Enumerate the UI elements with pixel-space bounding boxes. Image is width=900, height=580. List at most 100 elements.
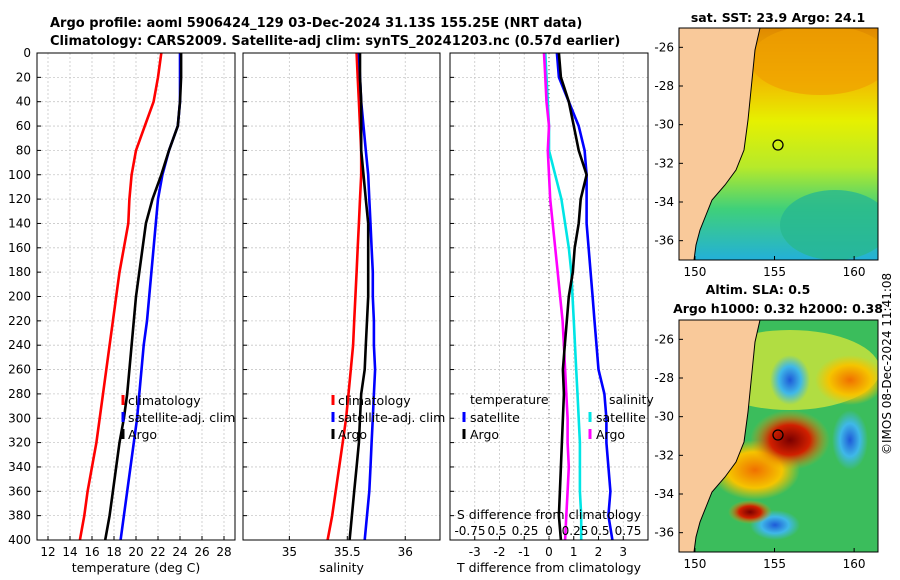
x2-tick-label: 0.75 — [615, 524, 642, 538]
map-y-tick-label: -32 — [654, 448, 674, 462]
x-tick-label: 36 — [398, 545, 413, 559]
y-tick-label: 60 — [16, 119, 31, 133]
x-tick-label: 3 — [619, 545, 627, 559]
y-tick-label: 340 — [8, 460, 31, 474]
y-tick-label: 260 — [8, 363, 31, 377]
y-tick-label: 160 — [8, 241, 31, 255]
sla-land — [679, 320, 761, 552]
y-tick-label: 280 — [8, 387, 31, 401]
x2-tick-label: 0.25 — [512, 524, 539, 538]
y-tick-label: 320 — [8, 436, 31, 450]
y-tick-label: 400 — [8, 533, 31, 547]
map-y-tick-label: -28 — [654, 79, 674, 93]
map-x-tick-label: 150 — [683, 557, 706, 571]
sla-map-frame — [678, 319, 879, 553]
x-tick-label: 2 — [595, 545, 603, 559]
legend-label: Argo — [470, 427, 499, 442]
sst-map-title: sat. SST: 23.9 Argo: 24.1 — [691, 10, 865, 25]
map-x-tick-label: 160 — [843, 265, 866, 279]
axes-frame — [449, 52, 649, 541]
axes-frame — [36, 52, 236, 541]
y-tick-label: 80 — [16, 143, 31, 157]
legend-label: Argo — [338, 427, 367, 442]
x-tick-label: 24 — [172, 545, 187, 559]
map-x-tick-label: 150 — [683, 265, 706, 279]
sla-blue-eddy-2 — [832, 410, 868, 470]
sla-blue-eddy-1 — [770, 355, 810, 405]
figure-title-line1: Argo profile: aoml 5906424_129 03-Dec-20… — [50, 16, 582, 31]
axes-frame — [242, 52, 441, 541]
salinity-panel: 35 35.5 36 salinity climatology satellite-adj… — [242, 52, 445, 575]
x-tick-label: 35 — [282, 545, 297, 559]
series-line-temperature-argo — [542, 52, 571, 541]
sla-argo-marker — [772, 429, 784, 441]
sla-red-eddy — [750, 410, 830, 470]
map-y-tick-label: -26 — [654, 332, 674, 346]
x-tick-label: 1 — [570, 545, 578, 559]
x-tick-label: 26 — [194, 545, 209, 559]
map-x-tick-label: 155 — [763, 557, 786, 571]
sst-land — [679, 28, 761, 260]
series-line-salinity-argo — [557, 52, 588, 541]
sla-orange-eddy-1 — [815, 355, 878, 405]
x2-tick-label: 0.25 — [562, 524, 589, 538]
map-y-tick-label: -30 — [654, 410, 674, 424]
temperature-panel: 12 14 16 18 20 22 24 26 280204060801001201401601… — [8, 46, 236, 575]
figure-title-line2: Climatology: CARS2009. Satellite-adj cli… — [50, 34, 620, 49]
x-tick-label: 18 — [106, 545, 121, 559]
sst-map: sat. SST: 23.9 Argo: 24.1 -26 -28 -30 -32 -3… — [654, 10, 879, 279]
x2-tick-label: -0.75 — [454, 524, 485, 538]
map-y-tick-label: -34 — [654, 195, 674, 209]
y-tick-label: 240 — [8, 338, 31, 352]
sst-warm-core — [750, 28, 878, 95]
sst-argo-marker — [772, 139, 784, 151]
x-tick-label: 0 — [545, 545, 553, 559]
legend-label: satellite — [470, 410, 520, 425]
y-tick-label: 180 — [8, 265, 31, 279]
series-line-argo — [348, 53, 370, 541]
map-y-tick-label: -28 — [654, 371, 674, 385]
x-tick-label: -1 — [518, 545, 530, 559]
map-y-tick-label: -36 — [654, 526, 674, 540]
map-y-tick-label: -36 — [654, 234, 674, 248]
y-tick-label: 380 — [8, 509, 31, 523]
y-tick-label: 0 — [23, 46, 31, 60]
legend-label: Argo — [128, 427, 157, 442]
x-tick-label: 20 — [128, 545, 143, 559]
y-tick-label: 100 — [8, 168, 31, 182]
series-line-salinity-satellite — [555, 52, 614, 541]
x2-tick-label: 0.5 — [487, 524, 506, 538]
map-x-tick-label: 160 — [843, 557, 866, 571]
series-line-climatology — [78, 52, 163, 541]
y-tick-label: 140 — [8, 216, 31, 230]
y-tick-label: 200 — [8, 290, 31, 304]
y-tick-label: 360 — [8, 484, 31, 498]
map-x-tick-label: 155 — [763, 265, 786, 279]
legend-label: climatology — [128, 393, 201, 408]
legend-label: satellite — [596, 410, 646, 425]
x-tick-label: 35.5 — [334, 545, 361, 559]
x-tick-label: 12 — [40, 545, 55, 559]
x-axis-label: salinity — [319, 560, 364, 575]
x2-axis-label: S difference from climatology — [457, 507, 642, 522]
x2-tick-label: 0 — [545, 524, 553, 538]
x-tick-label: -2 — [494, 545, 506, 559]
legend-title-salinity: salinity — [609, 392, 654, 407]
y-tick-label: 40 — [16, 95, 31, 109]
series-line-argo — [103, 53, 183, 541]
map-y-tick-label: -34 — [654, 487, 674, 501]
y-tick-label: 300 — [8, 411, 31, 425]
map-y-tick-label: -30 — [654, 118, 674, 132]
y-tick-label: 120 — [8, 192, 31, 206]
x-tick-label: 14 — [62, 545, 77, 559]
map-y-tick-label: -32 — [654, 156, 674, 170]
y-tick-label: 220 — [8, 314, 31, 328]
map-y-tick-label: -26 — [654, 40, 674, 54]
legend-label: climatology — [338, 393, 411, 408]
x-tick-label: 22 — [150, 545, 165, 559]
x-axis-label: temperature (deg C) — [72, 560, 201, 575]
x-tick-label: 28 — [216, 545, 231, 559]
sst-map-frame — [678, 27, 879, 261]
y-tick-label: 20 — [16, 70, 31, 84]
